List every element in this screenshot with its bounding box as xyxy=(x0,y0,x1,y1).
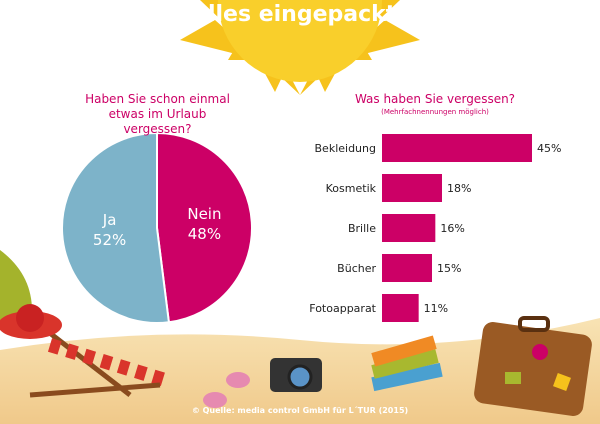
value-label: 45% xyxy=(537,142,561,155)
category-label: Fotoapparat xyxy=(309,302,376,315)
beach-chair xyxy=(0,250,168,398)
sunglasses xyxy=(203,372,250,408)
page-title: Alles eingepackt? xyxy=(190,2,410,27)
bar xyxy=(382,174,442,202)
suitcase xyxy=(474,316,592,416)
value-label: 16% xyxy=(440,222,464,235)
slice-label: Ja xyxy=(102,211,117,229)
bar xyxy=(382,134,532,162)
category-label: Bekleidung xyxy=(315,142,376,155)
value-label: 15% xyxy=(437,262,461,275)
bar-title: Was haben Sie vergessen? xyxy=(354,92,516,106)
sun xyxy=(180,0,420,95)
camera xyxy=(270,358,322,392)
slice-value-label: 52% xyxy=(93,231,126,249)
bar xyxy=(382,214,436,242)
value-label: 11% xyxy=(424,302,448,315)
pie-slice xyxy=(156,131,253,324)
pie-slice xyxy=(61,131,171,324)
source: © Quelle: media control GmbH für L´TUR (… xyxy=(191,406,409,415)
slice-label: Nein xyxy=(187,205,221,223)
slice-value-label: 48% xyxy=(188,225,221,243)
books xyxy=(371,335,443,392)
bar xyxy=(382,254,432,282)
value-label: 18% xyxy=(447,182,471,195)
pie-title: Haben Sie schon einmal etwas im Urlaub v… xyxy=(85,92,230,136)
bar-subtitle: (Mehrfachnennungen möglich) xyxy=(381,108,489,116)
category-label: Brille xyxy=(348,222,376,235)
category-label: Bücher xyxy=(337,262,376,275)
bar xyxy=(382,294,419,322)
category-label: Kosmetik xyxy=(326,182,377,195)
